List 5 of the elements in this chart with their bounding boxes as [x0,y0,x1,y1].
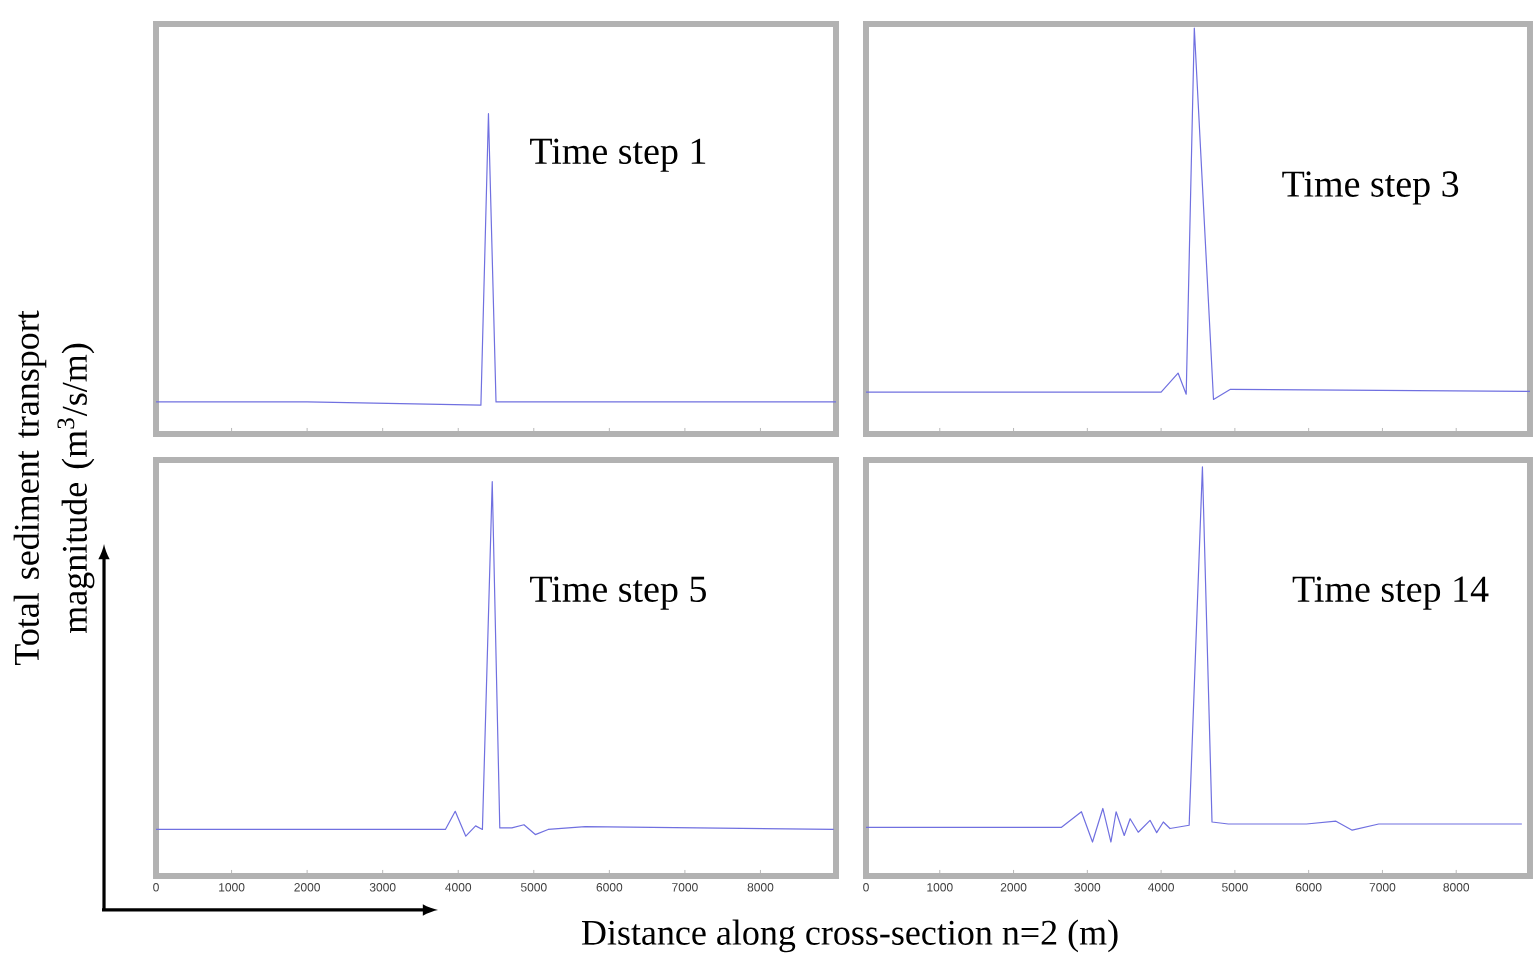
annotation: Time step 3 [1282,171,1459,205]
annotation: Time step 14 [1292,576,1489,610]
annotation: Time step 5 [530,576,706,610]
x-axis-title: Distance along cross-section n=2 (m) [581,919,1118,953]
annotation: Time step 1 [530,138,706,172]
